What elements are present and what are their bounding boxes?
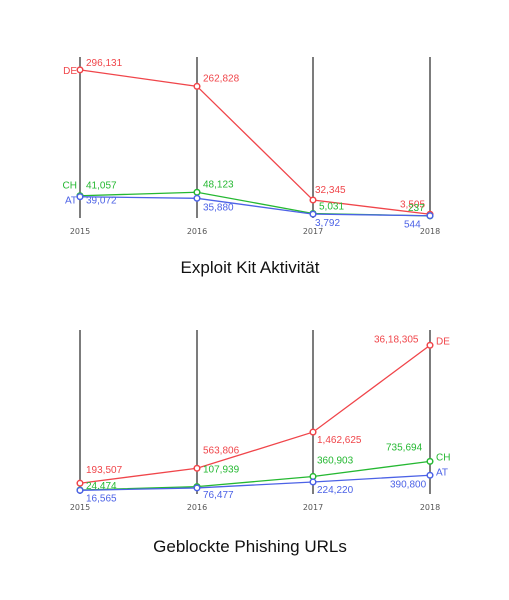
data-label-AT-2016: 35,880 xyxy=(203,202,234,213)
point-AT-2016 xyxy=(193,484,201,492)
series-label-AT: AT xyxy=(65,196,77,207)
data-label-AT-2015: 39,072 xyxy=(86,196,117,207)
chart-title: Exploit Kit Aktivität xyxy=(181,258,320,277)
tick-label-2016: 2016 xyxy=(187,227,207,236)
point-AT-2015 xyxy=(76,193,84,201)
point-DE-2016 xyxy=(193,464,201,472)
series-line-CH xyxy=(79,460,431,491)
point-AT-2016 xyxy=(193,194,201,202)
tick-label-2015: 2015 xyxy=(70,227,90,236)
data-label-CH-2018: 735,694 xyxy=(386,442,423,453)
data-label-DE-2015: 296,131 xyxy=(86,58,123,69)
series-label-CH: CH xyxy=(436,452,450,463)
data-label-CH-2016: 107,939 xyxy=(203,465,240,476)
tick-label-2017: 2017 xyxy=(303,503,323,512)
point-CH-2018 xyxy=(426,457,434,465)
data-label-AT-2018: 544 xyxy=(404,220,421,231)
data-label-AT-2016: 76,477 xyxy=(203,490,234,501)
data-label-DE-2016: 563,806 xyxy=(203,445,240,456)
point-CH-2016 xyxy=(193,188,201,196)
data-label-CH-2017: 360,903 xyxy=(317,455,354,466)
series-label-AT: AT xyxy=(436,467,448,478)
point-DE-2017 xyxy=(309,428,317,436)
data-label-AT-2017: 224,220 xyxy=(317,485,354,496)
point-AT-2017 xyxy=(309,478,317,486)
point-AT-2018 xyxy=(426,471,434,479)
data-label-CH-2015: 41,057 xyxy=(86,181,117,192)
series-label-DE: DE xyxy=(436,336,450,347)
point-AT-2018 xyxy=(426,212,434,220)
point-AT-2017 xyxy=(309,210,317,218)
chart-2: 2015 2016 2017 2018 193,507 563,806 1,462,625 3… xyxy=(70,330,450,556)
series-line-AT xyxy=(79,474,431,491)
point-AT-2015 xyxy=(76,486,84,494)
tick-label-2015: 2015 xyxy=(70,503,90,512)
series-line-DE xyxy=(79,69,431,215)
series-label-DE: DE xyxy=(63,66,77,77)
series-line-DE xyxy=(79,344,431,484)
data-label-AT-2015: 16,565 xyxy=(86,493,117,504)
series-line-CH xyxy=(79,191,431,217)
data-label-AT-2017: 3,792 xyxy=(315,218,340,229)
data-label-AT-2018: 390,800 xyxy=(390,479,427,490)
series-line-AT xyxy=(79,196,431,217)
data-label-CH-2017: 5,031 xyxy=(319,202,344,213)
chart-1: 2015 2016 2017 2018 296,131 262,828 32,345 3,50… xyxy=(63,57,440,277)
data-label-DE-2015: 193,507 xyxy=(86,465,123,476)
data-label-CH-2018: 237 xyxy=(408,203,425,214)
data-label-DE-2018: 36,18,305 xyxy=(374,334,419,345)
tick-label-2017: 2017 xyxy=(303,227,323,236)
point-DE-2018 xyxy=(426,341,434,349)
data-label-DE-2017: 32,345 xyxy=(315,185,346,196)
data-label-CH-2016: 48,123 xyxy=(203,179,234,190)
tick-label-2016: 2016 xyxy=(187,503,207,512)
point-DE-2016 xyxy=(193,82,201,90)
tick-label-2018: 2018 xyxy=(420,503,440,512)
point-DE-2015 xyxy=(76,479,84,487)
data-label-DE-2018: 3,505 xyxy=(400,199,425,210)
tick-label-2018: 2018 xyxy=(420,227,440,236)
point-DE-2015 xyxy=(76,66,84,74)
data-label-DE-2016: 262,828 xyxy=(203,73,240,84)
data-label-DE-2017: 1,462,625 xyxy=(317,435,362,446)
series-label-CH: CH xyxy=(63,181,77,192)
point-DE-2017 xyxy=(309,196,317,204)
data-label-CH-2015: 24,474 xyxy=(86,481,117,492)
chart-title: Geblockte Phishing URLs xyxy=(153,537,347,556)
